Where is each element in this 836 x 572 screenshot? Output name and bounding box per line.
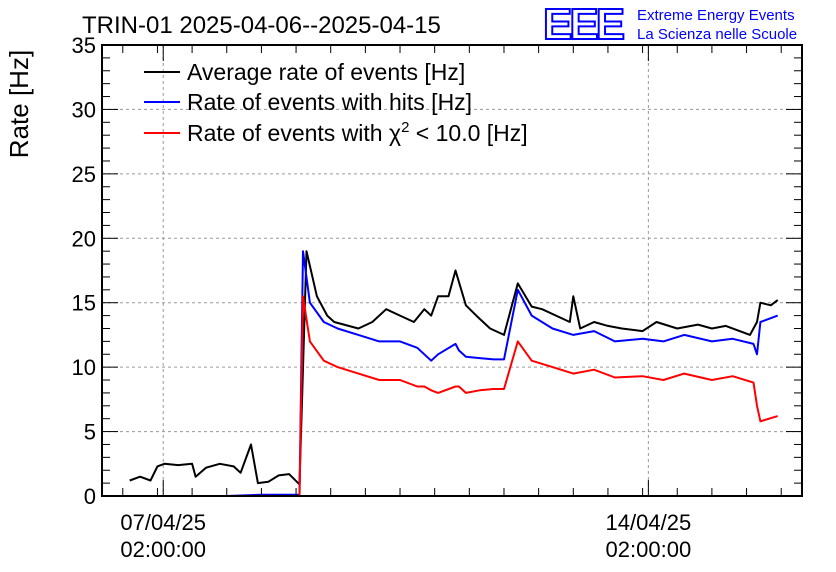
legend-label-avg: Average rate of events [Hz]	[187, 59, 465, 85]
series-lines	[129, 250, 779, 497]
x-tick-label-date: 14/04/25	[606, 510, 692, 535]
y-tick-label: 20	[72, 226, 96, 251]
x-tick-label-time: 02:00:00	[120, 537, 206, 562]
y-tick-label: 10	[72, 355, 96, 380]
legend: Average rate of events [Hz] Rate of even…	[144, 59, 528, 146]
y-tick-label: 25	[72, 162, 96, 187]
eee-logo: EEE Extreme Energy Events La Scienza nel…	[542, 0, 797, 50]
series-line-0	[129, 250, 779, 486]
legend-label-hits: Rate of events with hits [Hz]	[187, 89, 472, 115]
y-tick-label: 30	[72, 97, 96, 122]
plot-frame	[101, 44, 803, 497]
y-tick-label: 15	[72, 291, 96, 316]
y-tick-label: 0	[84, 484, 96, 509]
x-tick-label-time: 02:00:00	[606, 537, 692, 562]
grid-lines	[102, 45, 802, 496]
legend-label-chi: Rate of events with χ2 < 10.0 [Hz]	[187, 119, 528, 146]
series-line-2	[129, 295, 778, 497]
y-axis-label: Rate [Hz]	[4, 50, 34, 158]
x-tick-label-date: 07/04/25	[120, 510, 206, 535]
logo-line-2: La Scienza nelle Scuole	[637, 26, 797, 43]
chart-title: TRIN-01 2025-04-06--2025-04-15	[82, 12, 441, 39]
y-tick-label: 35	[72, 33, 96, 58]
axis-ticks: 0510152025303507/04/2502:00:0014/04/2502…	[72, 33, 802, 562]
series-line-1	[129, 250, 779, 497]
logo-line-1: Extreme Energy Events	[637, 7, 795, 24]
y-tick-label: 5	[84, 420, 96, 445]
logo-mark: EEE	[543, 0, 624, 49]
